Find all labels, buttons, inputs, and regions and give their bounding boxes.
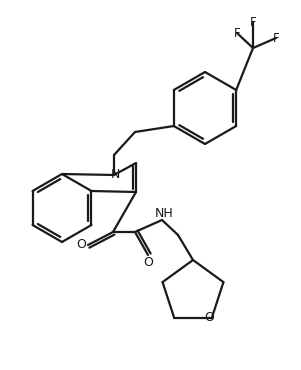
Text: O: O [76,239,86,252]
Text: O: O [143,256,153,269]
Text: O: O [204,312,214,324]
Text: F: F [273,31,279,44]
Text: F: F [234,27,240,40]
Text: F: F [250,16,256,28]
Text: N: N [110,168,120,181]
Text: NH: NH [155,206,173,219]
